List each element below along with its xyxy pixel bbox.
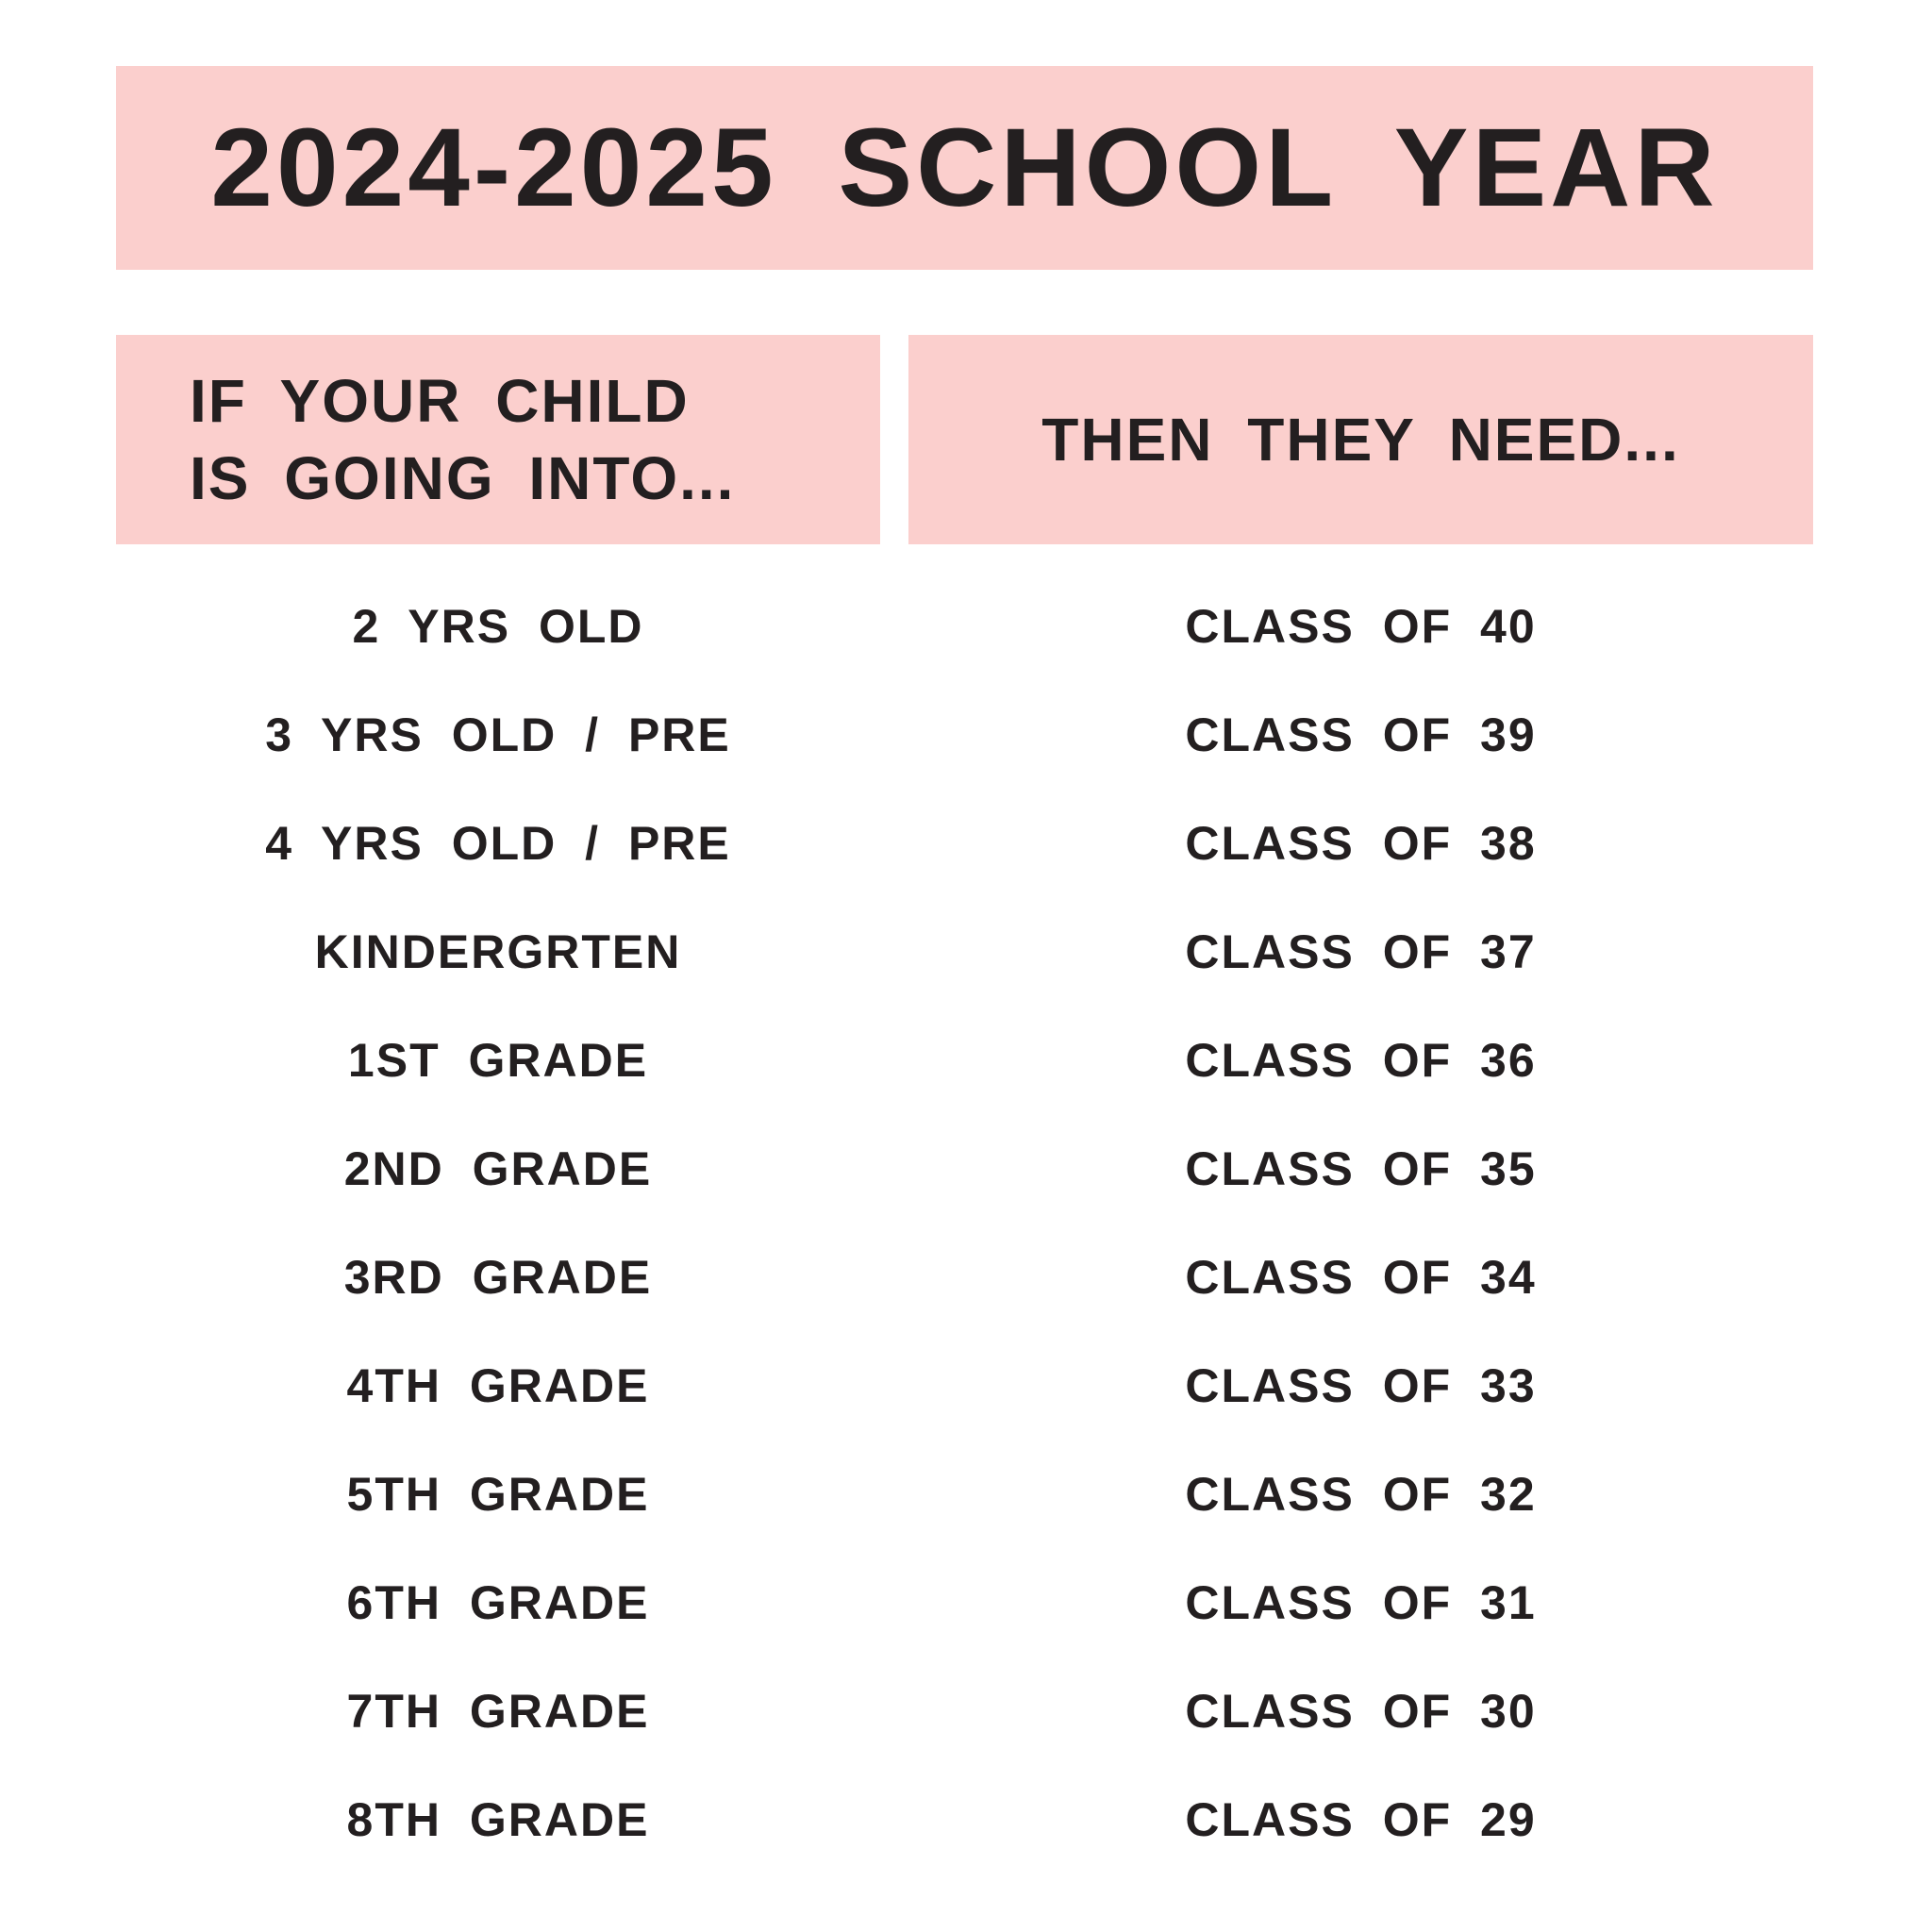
grade-cell: KINDERGRTEN — [314, 925, 682, 978]
class-cell: CLASS OF 34 — [1185, 1251, 1537, 1304]
class-cell: CLASS OF 38 — [1185, 817, 1537, 870]
title-banner: 2024-2025 SCHOOL YEAR — [116, 66, 1813, 270]
table-row: KINDERGRTEN CLASS OF 37 — [0, 898, 1932, 1007]
table-row: 7TH GRADE CLASS OF 30 — [0, 1657, 1932, 1766]
class-cell: CLASS OF 30 — [1185, 1685, 1537, 1738]
right-column-header: THEN THEY NEED... — [908, 335, 1813, 544]
grade-cell: 4TH GRADE — [346, 1359, 650, 1412]
table-row: 5TH GRADE CLASS OF 32 — [0, 1441, 1932, 1549]
class-cell: CLASS OF 33 — [1185, 1359, 1537, 1412]
class-cell: CLASS OF 29 — [1185, 1793, 1537, 1846]
grade-cell: 2ND GRADE — [343, 1142, 653, 1195]
grade-cell: 8TH GRADE — [346, 1793, 650, 1846]
grade-class-table: 2 YRS OLD CLASS OF 40 3 YRS OLD / PRE CL… — [0, 573, 1932, 1874]
table-row: 3RD GRADE CLASS OF 34 — [0, 1224, 1932, 1332]
grade-cell: 6TH GRADE — [346, 1576, 650, 1629]
class-cell: CLASS OF 31 — [1185, 1576, 1537, 1629]
grade-cell: 4 YRS OLD / PRE — [265, 817, 731, 870]
grade-cell: 3RD GRADE — [343, 1251, 653, 1304]
left-column-header: IF YOUR CHILD IS GOING INTO... — [116, 335, 880, 544]
grade-cell: 2 YRS OLD — [352, 600, 644, 653]
class-cell: CLASS OF 32 — [1185, 1468, 1537, 1521]
page-title: 2024-2025 SCHOOL YEAR — [210, 106, 1719, 230]
left-column-header-line2: IS GOING INTO... — [190, 444, 736, 512]
right-column-header-text: THEN THEY NEED... — [1041, 406, 1680, 474]
grade-cell: 1ST GRADE — [347, 1034, 649, 1087]
table-row: 8TH GRADE CLASS OF 29 — [0, 1766, 1932, 1874]
grade-cell: 7TH GRADE — [346, 1685, 650, 1738]
table-row: 3 YRS OLD / PRE CLASS OF 39 — [0, 681, 1932, 790]
grade-cell: 5TH GRADE — [346, 1468, 650, 1521]
class-cell: CLASS OF 36 — [1185, 1034, 1537, 1087]
table-row: 4 YRS OLD / PRE CLASS OF 38 — [0, 790, 1932, 898]
class-cell: CLASS OF 39 — [1185, 708, 1537, 761]
table-row: 2 YRS OLD CLASS OF 40 — [0, 573, 1932, 681]
class-cell: CLASS OF 35 — [1185, 1142, 1537, 1195]
table-row: 4TH GRADE CLASS OF 33 — [0, 1332, 1932, 1441]
class-cell: CLASS OF 37 — [1185, 925, 1537, 978]
grade-cell: 3 YRS OLD / PRE — [265, 708, 731, 761]
table-row: 6TH GRADE CLASS OF 31 — [0, 1549, 1932, 1657]
table-row: 2ND GRADE CLASS OF 35 — [0, 1115, 1932, 1224]
table-row: 1ST GRADE CLASS OF 36 — [0, 1007, 1932, 1115]
class-cell: CLASS OF 40 — [1185, 600, 1537, 653]
left-column-header-line1: IF YOUR CHILD — [190, 367, 690, 435]
